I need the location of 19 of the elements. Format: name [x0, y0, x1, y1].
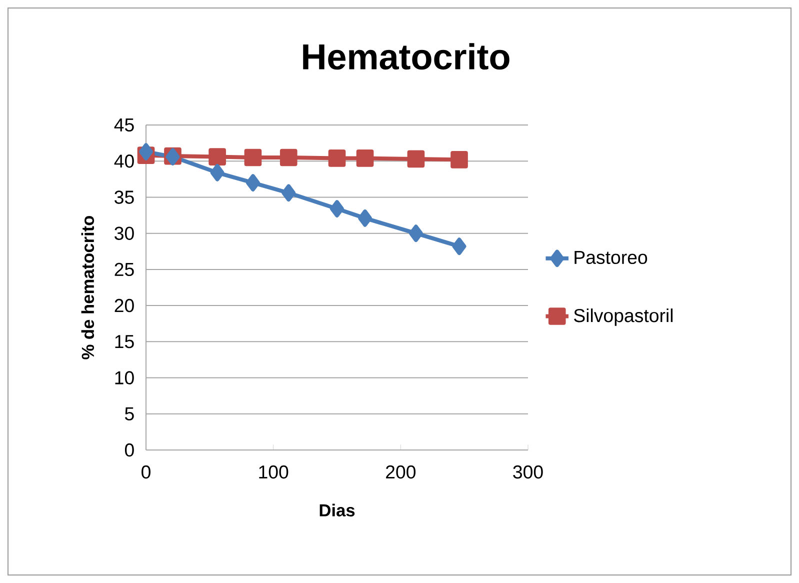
y-tick-label: 15	[115, 335, 134, 348]
y-tick-label: 5	[124, 407, 134, 420]
y-tick-label: 40	[114, 154, 134, 168]
chart-title: Hematocrito	[303, 43, 510, 70]
x-axis-title: Dias	[320, 504, 355, 516]
y-tick-label: 45	[114, 118, 134, 132]
y-tick-label: 10	[115, 371, 134, 384]
y-tick-label: 20	[114, 298, 134, 312]
x-tick-label: 0	[142, 465, 150, 479]
x-tick-label: 100	[259, 465, 288, 479]
y-axis-title: % de hematocrito	[81, 216, 94, 360]
y-tick-label: 25	[114, 262, 134, 276]
y-tick-label: 35	[114, 190, 134, 204]
y-tick-label: 0	[124, 443, 134, 457]
legend-label: Silvopastoril	[574, 308, 673, 326]
x-tick-label: 200	[386, 465, 416, 479]
legend-label: Pastoreo	[574, 250, 648, 264]
x-tick-label: 300	[513, 465, 543, 479]
y-tick-label: 30	[114, 226, 134, 240]
